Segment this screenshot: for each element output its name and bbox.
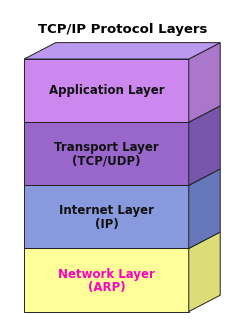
Polygon shape [24, 249, 189, 312]
Polygon shape [189, 106, 220, 185]
Polygon shape [24, 59, 189, 122]
Polygon shape [24, 43, 220, 59]
Polygon shape [189, 43, 220, 122]
Text: Network Layer: Network Layer [58, 268, 155, 281]
Polygon shape [189, 232, 220, 312]
Text: (TCP/UDP): (TCP/UDP) [72, 154, 141, 168]
Text: (IP): (IP) [95, 217, 118, 231]
Text: Internet Layer: Internet Layer [59, 204, 154, 217]
Polygon shape [24, 122, 189, 185]
Text: Application Layer: Application Layer [49, 84, 164, 97]
Text: TCP/IP Protocol Layers: TCP/IP Protocol Layers [38, 23, 207, 36]
Text: (ARP): (ARP) [88, 281, 125, 294]
Polygon shape [189, 169, 220, 249]
Polygon shape [24, 185, 189, 249]
Text: Transport Layer: Transport Layer [54, 141, 159, 154]
